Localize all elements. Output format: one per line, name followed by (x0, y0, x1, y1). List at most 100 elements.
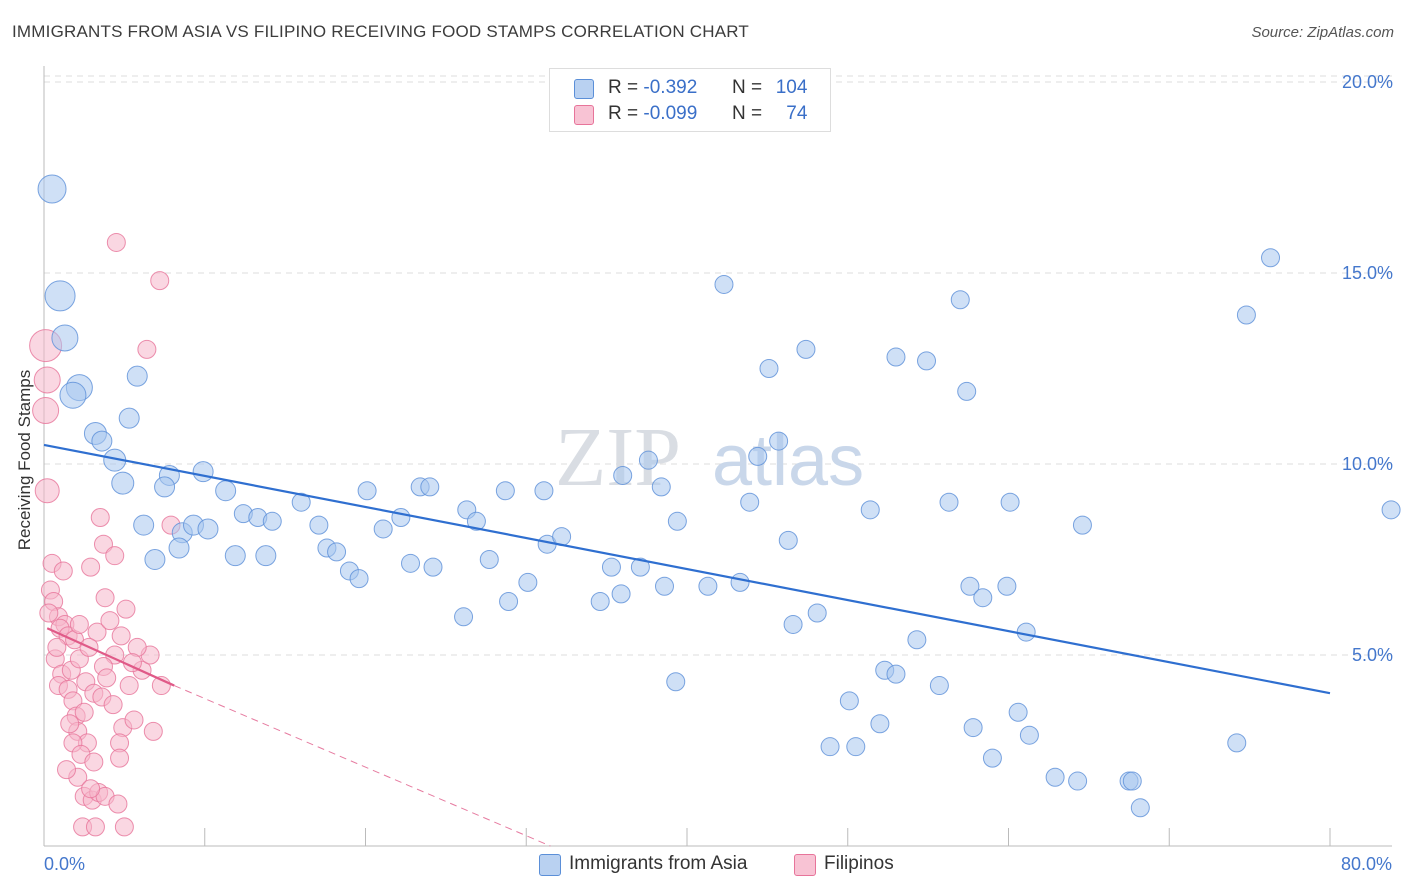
filipinos-point (33, 366, 61, 394)
source-attribution: Source: ZipAtlas.com (1251, 24, 1394, 41)
legend-n-label: N = (732, 77, 763, 98)
filipinos-point (114, 817, 134, 837)
asia-point (420, 477, 440, 497)
asia-point (495, 481, 515, 501)
asia-point (291, 492, 311, 512)
asia-point (59, 381, 87, 409)
asia-point (759, 359, 779, 378)
filipinos-point (93, 534, 113, 554)
legend-r-label: R = (608, 77, 639, 98)
asia-point (133, 514, 155, 536)
y-tick-label: 5.0% (1352, 645, 1393, 665)
asia-point (197, 518, 219, 540)
series-legend: Immigrants from Asia Filipinos (0, 852, 1406, 878)
asia-point (651, 477, 671, 497)
asia-point (111, 471, 135, 495)
y-tick-label: 15.0% (1342, 263, 1393, 283)
asia-point (215, 480, 237, 502)
asia-point (997, 576, 1017, 596)
filipinos-point (85, 817, 105, 837)
asia-point (630, 557, 650, 577)
legend-n-value-asia: 104 (775, 77, 808, 98)
asia-point (1236, 305, 1256, 325)
asia-point (126, 365, 148, 387)
legend-n-filipinos: N = 74 (732, 103, 807, 125)
chart-title: IMMIGRANTS FROM ASIA VS FILIPINO RECEIVI… (12, 22, 749, 41)
filipinos-point (110, 748, 130, 768)
asia-point (886, 347, 906, 367)
asia-point (939, 492, 959, 512)
legend-n-asia: N = 104 (732, 77, 807, 99)
asia-point (1122, 771, 1142, 791)
filipinos-point (106, 232, 126, 252)
legend-r-asia: R = -0.392 (608, 77, 697, 99)
asia-point (499, 592, 519, 612)
asia-point (973, 588, 993, 608)
asia-point (37, 174, 67, 204)
asia-point (1008, 702, 1028, 722)
asia-point (1072, 515, 1092, 535)
asia-point (1227, 733, 1247, 753)
legend-swatch-filipinos (794, 854, 816, 876)
filipinos-point (60, 714, 80, 734)
asia-point (154, 476, 176, 498)
legend-r-value-asia: -0.392 (643, 77, 698, 98)
asia-point (1130, 798, 1150, 818)
asia-point (1000, 492, 1020, 512)
asia-point (518, 572, 538, 592)
legend-r-value-filipinos: -0.099 (643, 103, 698, 124)
asia-point (611, 584, 631, 604)
asia-point (224, 545, 246, 567)
filipinos-trend-line (46, 627, 175, 687)
asia-point (846, 737, 866, 757)
asia-point (454, 607, 474, 627)
legend-n-label: N = (732, 103, 763, 124)
asia-point (748, 446, 768, 466)
asia-point (957, 381, 977, 401)
asia-point (1016, 622, 1036, 642)
asia-point (886, 664, 906, 684)
y-tick-label: 20.0% (1342, 72, 1393, 92)
filipinos-point (34, 478, 60, 504)
filipinos-point (97, 668, 117, 688)
asia-point (466, 511, 486, 531)
filipinos-point (143, 721, 163, 741)
tick-labels: 5.0% 10.0% 15.0% 20.0% 0.0% 80.0% (44, 72, 1393, 874)
filipinos-point (32, 397, 60, 425)
asia-point (907, 630, 927, 650)
asia-point (423, 557, 443, 577)
filipinos-point (150, 271, 170, 291)
asia-point (349, 569, 369, 589)
watermark: ZIP atlas (555, 411, 864, 504)
asia-point (714, 274, 734, 294)
asia-point (667, 511, 687, 531)
asia-point (982, 748, 1002, 768)
asia-point (929, 676, 949, 696)
legend-label-filipinos: Filipinos (824, 853, 894, 874)
asia-point (783, 614, 803, 634)
asia-point (255, 545, 277, 567)
asia-point (654, 576, 674, 596)
asia-point (740, 492, 760, 512)
asia-point (960, 576, 980, 596)
asia-point (357, 481, 377, 501)
asia-point (327, 542, 347, 562)
legend-swatch-blue (574, 79, 594, 99)
asia-point (638, 450, 658, 470)
watermark-atlas: atlas (712, 421, 864, 501)
filipinos-point (84, 752, 104, 772)
asia-point (870, 714, 890, 734)
filipinos-point (90, 507, 110, 527)
asia-point (401, 553, 421, 573)
y-axis-label: Receiving Food Stamps (15, 370, 34, 550)
asia-point (666, 672, 686, 692)
asia-point (590, 592, 610, 612)
asia-point (373, 519, 393, 539)
asia-point (860, 500, 880, 520)
asia-point (807, 603, 827, 623)
asia-point (698, 576, 718, 596)
asia-point (1045, 767, 1065, 787)
asia-point (168, 537, 190, 559)
filipinos-point (116, 599, 136, 619)
